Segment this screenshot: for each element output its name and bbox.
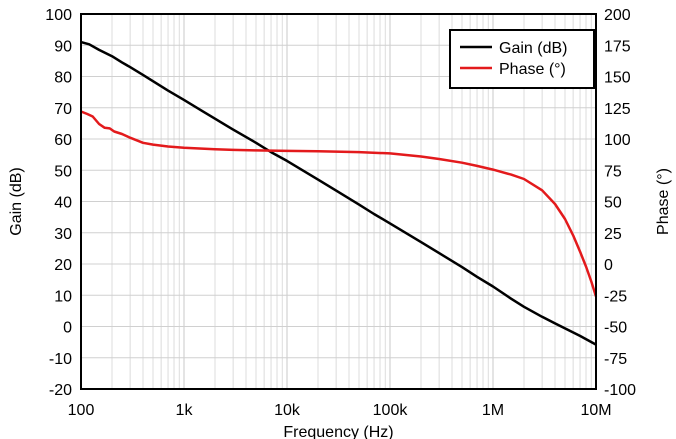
y-right-tick-label: 175 <box>604 38 631 55</box>
x-tick-label: 10k <box>274 402 301 419</box>
x-tick-label: 1M <box>482 402 504 419</box>
y-right-tick-label: 0 <box>604 257 613 274</box>
y-right-tick-label: -75 <box>604 351 627 368</box>
series-line-phase <box>80 110 598 297</box>
y-left-tick-label: 10 <box>54 288 72 305</box>
legend-label-phase: Phase (°) <box>499 61 566 78</box>
y-right-tick-label: -100 <box>604 382 636 399</box>
y-right-tick-label: 200 <box>604 7 631 24</box>
x-tick-label: 10M <box>580 402 611 419</box>
y-right-tick-label: 50 <box>604 195 622 212</box>
y-axis-left-title: Gain (dB) <box>8 167 25 235</box>
y-left-tick-label: 20 <box>54 257 72 274</box>
y-left-tick-label: 100 <box>45 7 72 24</box>
y-left-tick-label: 90 <box>54 38 72 55</box>
y-left-tick-label: 30 <box>54 226 72 243</box>
series-layer <box>80 40 598 346</box>
y-right-tick-label: 150 <box>604 70 631 87</box>
y-left-tick-label: 40 <box>54 195 72 212</box>
y-right-tick-label: 75 <box>604 163 622 180</box>
y-left-tick-label: -10 <box>49 351 72 368</box>
x-axis-title: Frequency (Hz) <box>283 424 393 439</box>
y-left-tick-label: 0 <box>63 320 72 337</box>
y-left-tick-label: -20 <box>49 382 72 399</box>
y-left-tick-label: 50 <box>54 163 72 180</box>
tick-labels: 100 1k 10k 100k 1M 10M-20-1001020304050607080… <box>45 7 636 419</box>
plot-frame <box>80 13 597 390</box>
legend-label-gain: Gain (dB) <box>499 40 567 57</box>
y-right-tick-label: -50 <box>604 320 627 337</box>
y-left-tick-label: 60 <box>54 132 72 149</box>
x-tick-label: 100k <box>373 402 409 419</box>
y-axis-right-title: Phase (°) <box>655 168 672 235</box>
y-right-tick-label: -25 <box>604 288 627 305</box>
y-left-tick-label: 80 <box>54 70 72 87</box>
series-line-gain <box>80 40 597 346</box>
y-right-tick-label: 25 <box>604 226 622 243</box>
legend-box <box>449 29 595 89</box>
y-left-tick-label: 70 <box>54 101 72 118</box>
legend: Gain (dB) Phase (°) <box>449 29 595 89</box>
x-tick-label: 100 <box>68 402 95 419</box>
grid <box>81 14 596 389</box>
y-right-tick-label: 100 <box>604 132 631 149</box>
y-right-tick-label: 125 <box>604 101 631 118</box>
x-tick-label: 1k <box>176 402 194 419</box>
